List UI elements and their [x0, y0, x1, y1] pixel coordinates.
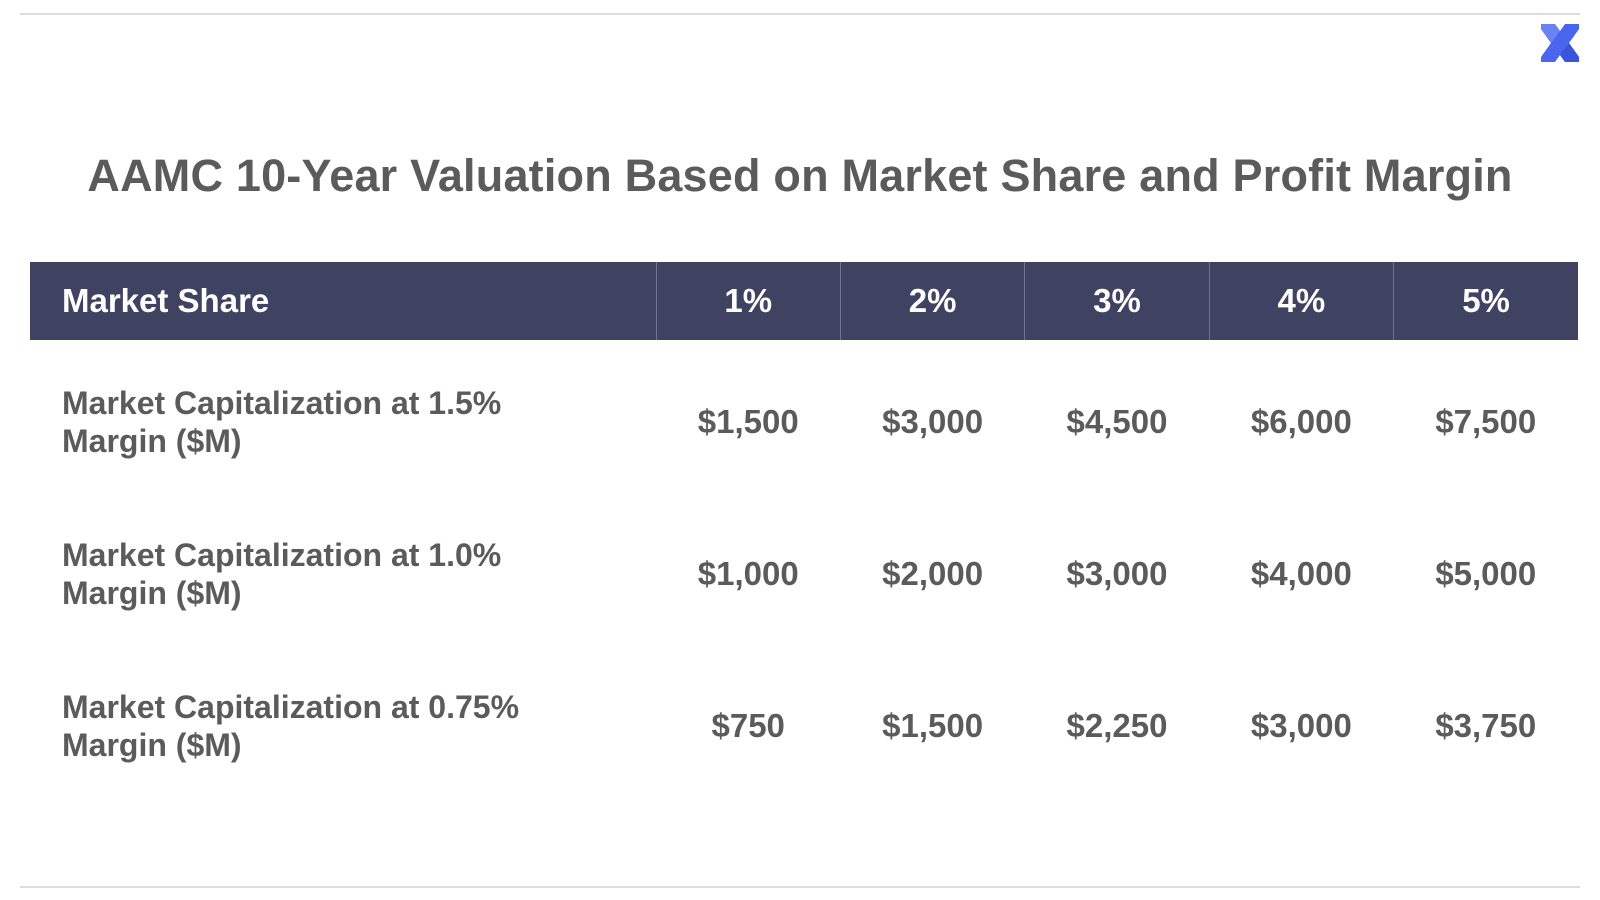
header-col-3: 3% [1024, 262, 1210, 340]
table-row: Market Capitalization at 0.75% Margin ($… [30, 650, 1578, 802]
header-col-2: 2% [839, 262, 1025, 340]
cell-value: $2,250 [1066, 707, 1168, 744]
cell-value: $1,000 [697, 555, 799, 592]
table-header-row: Market Share 1% 2% 3% 4% 5% [30, 262, 1578, 340]
header-col-5: 5% [1393, 262, 1578, 340]
valuation-table: Market Share 1% 2% 3% 4% 5% Market Capit… [30, 262, 1578, 802]
cell-value: $3,000 [1250, 707, 1352, 744]
cell-value: $3,000 [882, 403, 984, 440]
cell-value: $2,000 [882, 555, 984, 592]
cell-value: $1,500 [882, 707, 984, 744]
page-title: AAMC 10-Year Valuation Based on Market S… [87, 150, 1513, 201]
cell-value: $4,000 [1250, 555, 1352, 592]
header-col-4: 4% [1208, 262, 1394, 340]
cell-value: $3,750 [1435, 707, 1537, 744]
cell-value: $1,500 [697, 403, 799, 440]
header-col-1: 1% [655, 262, 841, 340]
table-row: Market Capitalization at 1.5% Margin ($M… [30, 340, 1578, 498]
cell-value: $3,000 [1066, 555, 1168, 592]
header-market-share: Market Share [30, 262, 657, 340]
row-label-1-5-margin: Market Capitalization at 1.5% Margin ($M… [62, 385, 502, 459]
bottom-divider [20, 886, 1580, 888]
x-mark-logo-icon [1541, 24, 1579, 62]
cell-value: $750 [711, 707, 785, 744]
table-row: Market Capitalization at 1.0% Margin ($M… [30, 498, 1578, 650]
cell-value: $7,500 [1435, 403, 1537, 440]
row-label-0-75-margin: Market Capitalization at 0.75% Margin ($… [62, 689, 520, 763]
top-divider [20, 13, 1580, 15]
cell-value: $5,000 [1435, 555, 1537, 592]
cell-value: $6,000 [1250, 403, 1352, 440]
row-label-1-0-margin: Market Capitalization at 1.0% Margin ($M… [62, 537, 502, 611]
cell-value: $4,500 [1066, 403, 1168, 440]
